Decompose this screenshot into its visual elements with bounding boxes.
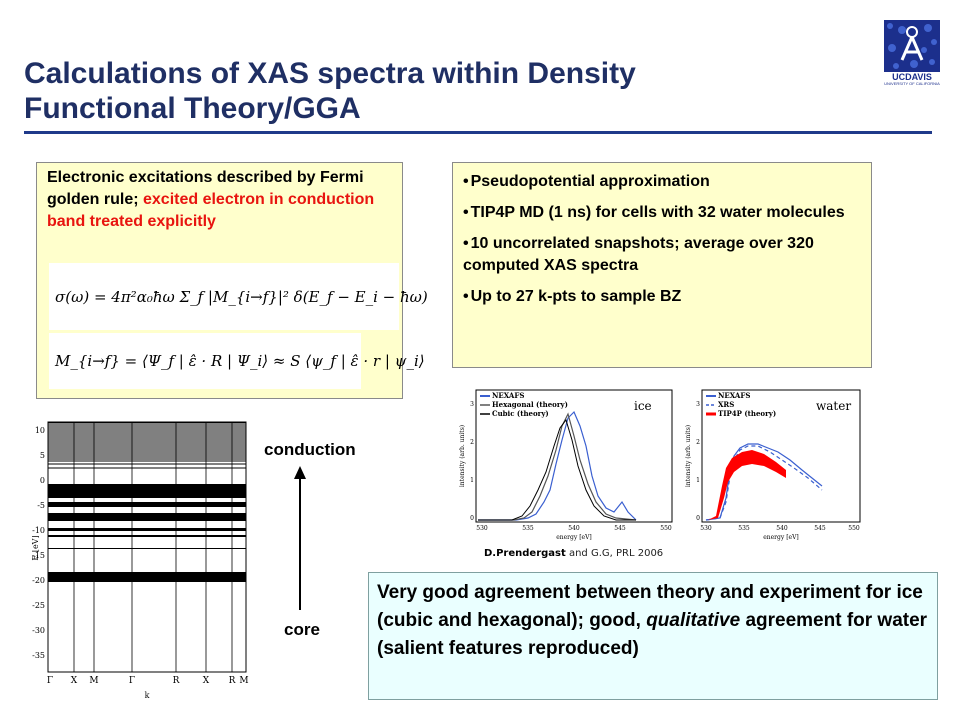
bullet-item: • 10 uncorrelated snapshots; average over… xyxy=(463,235,814,274)
ice-cubic-curve xyxy=(478,418,636,521)
conclusion-box: Very good agreement between theory and e… xyxy=(368,572,938,700)
water-legend-nexafs: NEXAFS xyxy=(718,391,750,400)
band-ytick: -20 xyxy=(32,576,45,585)
band-ytick: -10 xyxy=(32,526,45,535)
title-divider xyxy=(24,131,932,134)
svg-text:550: 550 xyxy=(660,525,672,532)
band-xtick: Γ xyxy=(47,676,53,686)
title-line-2: Functional Theory/GGA xyxy=(24,92,361,125)
cross-section-equation: σ(ω) = 4π²α₀ħω Σ_f |M_{i→f}|² δ(E_f − E_… xyxy=(49,263,428,330)
conclusion-text: Very good agreement between theory and e… xyxy=(377,582,928,659)
ice-legend-hex: Hexagonal (theory) xyxy=(492,400,568,409)
water-nexafs-curve xyxy=(705,443,823,521)
svg-text:0: 0 xyxy=(470,515,474,522)
title-line-1: Calculations of XAS spectra within Densi… xyxy=(24,57,636,90)
svg-text:2: 2 xyxy=(470,439,474,446)
band-xtick: Γ xyxy=(129,676,135,686)
svg-text:1: 1 xyxy=(470,477,474,484)
method-details-box: • Pseudopotential approximation • TIP4P MD… xyxy=(452,162,872,368)
ice-spectrum-plot: NEXAFS Hexagonal (theory) Cubic (theory)… xyxy=(459,389,673,541)
intro-highlight: excited electron in conduction band trea… xyxy=(47,191,375,230)
band-xtick: X xyxy=(71,676,78,686)
svg-text:535: 535 xyxy=(522,525,534,532)
svg-text:0: 0 xyxy=(696,515,700,522)
svg-text:535: 535 xyxy=(738,525,750,532)
band-ytick: -5 xyxy=(37,501,45,510)
fermi-golden-rule-box: Electronic excitations described by Ferm… xyxy=(36,162,428,399)
band-ytick: -30 xyxy=(32,626,45,635)
svg-text:2: 2 xyxy=(696,439,700,446)
ice-legend-cubic: Cubic (theory) xyxy=(492,409,549,418)
matrix-element-equation: M_{i→f} = ⟨Ψ_f | ε̂ · R | Ψ_i⟩ ≈ S ⟨ψ_f … xyxy=(49,333,425,389)
conduction-label: conduction xyxy=(264,440,356,459)
logo-subtitle: UNIVERSITY OF CALIFORNIA xyxy=(884,81,940,86)
water-xrs-curve xyxy=(705,445,823,521)
band-xtick: M xyxy=(89,676,98,686)
water-legend-xrs: XRS xyxy=(718,400,734,409)
bullet-item: • Pseudopotential approximation xyxy=(463,173,710,190)
water-legend-theory: TIP4P (theory) xyxy=(718,409,776,418)
ice-nexafs-curve xyxy=(478,410,637,521)
band-ytick: 5 xyxy=(40,451,45,460)
svg-text:540: 540 xyxy=(776,525,788,532)
slide-title: Calculations of XAS spectra within Densi… xyxy=(24,56,844,126)
core-label: core xyxy=(284,620,320,639)
band-ytick: -25 xyxy=(32,601,45,610)
band-ytick: 10 xyxy=(35,426,45,435)
intro-text: Electronic excitations described by Ferm… xyxy=(47,169,364,208)
citation: D.Prendergast and G.G, PRL 2006 xyxy=(484,548,663,559)
bullet-item: • Up to 27 k-pts to sample BZ xyxy=(463,288,682,305)
ice-hexagonal-curve xyxy=(478,412,637,521)
band-xtick: R xyxy=(173,676,180,686)
energy-arrow xyxy=(299,478,301,610)
svg-text:530: 530 xyxy=(476,525,488,532)
svg-text:3: 3 xyxy=(696,401,700,408)
band-structure-plot: 10 5 0 -5 -10 -15 -20 -25 -30 -35 E [eV]… xyxy=(32,421,249,700)
conclusion-emphasis: qualitative xyxy=(646,610,741,631)
svg-text:540: 540 xyxy=(568,525,580,532)
water-plot-label: water xyxy=(816,399,851,413)
band-xtick: X xyxy=(203,676,210,686)
uc-davis-logo xyxy=(884,20,940,72)
valence-bands xyxy=(48,484,246,582)
svg-text:550: 550 xyxy=(848,525,860,532)
citation-rest: and G.G, PRL 2006 xyxy=(565,548,664,559)
band-xlabel: k xyxy=(145,691,150,700)
water-theory-band xyxy=(708,450,786,520)
water-ylabel: intensity (arb. units) xyxy=(685,425,692,487)
band-xtick: R xyxy=(229,676,236,686)
svg-text:545: 545 xyxy=(814,525,826,532)
method-bullets: • Pseudopotential approximation • TIP4P MD… xyxy=(463,171,863,317)
band-ytick: -15 xyxy=(32,551,45,560)
water-xlabel: energy [eV] xyxy=(763,534,799,541)
svg-text:3: 3 xyxy=(470,401,474,408)
band-ylabel: E [eV] xyxy=(32,535,40,560)
ice-xlabel: energy [eV] xyxy=(556,534,592,541)
ice-legend-nexafs: NEXAFS xyxy=(492,391,524,400)
band-ytick: -35 xyxy=(32,651,45,660)
logo-wordmark: UCDAVIS xyxy=(892,72,932,82)
svg-text:545: 545 xyxy=(614,525,626,532)
water-spectrum-plot: NEXAFS XRS TIP4P (theory) water 530 535 … xyxy=(685,389,861,541)
citation-authors: D.Prendergast xyxy=(484,548,566,559)
conduction-bands xyxy=(48,422,246,469)
arrow-up-icon xyxy=(294,466,306,479)
band-ytick: 0 xyxy=(40,476,45,485)
ice-plot-label: ice xyxy=(634,399,652,413)
bullet-item: • TIP4P MD (1 ns) for cells with 32 water… xyxy=(463,204,845,221)
golden-rule-intro: Electronic excitations described by Ferm… xyxy=(47,167,399,233)
band-xtick: M xyxy=(239,676,248,686)
svg-text:530: 530 xyxy=(700,525,712,532)
svg-text:1: 1 xyxy=(696,477,700,484)
ice-ylabel: intensity (arb. units) xyxy=(459,425,466,487)
